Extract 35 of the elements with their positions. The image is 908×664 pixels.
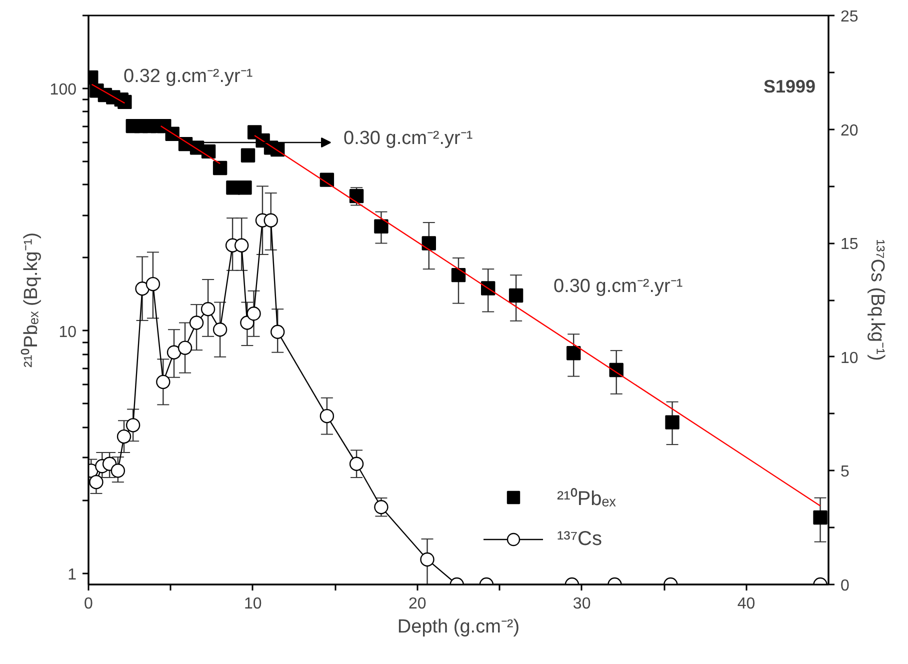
point: [240, 148, 256, 162]
point: [665, 415, 680, 430]
legend-label: ¹³⁷Cs: [557, 528, 602, 550]
point: [201, 144, 216, 159]
x-axis-title: Depth (g.cm⁻²): [397, 616, 520, 638]
y2-tick-label: 5: [840, 464, 850, 481]
y2-axis-title: ¹³⁷Cs (Bq.kg⁻¹): [866, 239, 888, 361]
y-tick-label: 100: [50, 81, 77, 98]
legend-label: ²¹⁰Pbₑₓ: [557, 486, 616, 510]
point: [212, 160, 228, 176]
y-tick-label: 10: [58, 324, 77, 341]
y2-tick-label: 25: [840, 8, 858, 26]
y2-tick-label: 10: [840, 350, 858, 367]
annotation: 0.30 g.cm⁻².yr⁻¹: [344, 128, 473, 149]
y-axis-title: ²¹⁰Pbₑₓ (Bq.kg⁻¹): [20, 232, 42, 368]
y2-tick-label: 0: [840, 578, 850, 594]
x-tick-label: 30: [572, 596, 591, 612]
point: [566, 346, 581, 360]
point: [238, 180, 252, 195]
y2-tick-label: 15: [840, 236, 858, 254]
point: [118, 94, 132, 110]
point: [508, 288, 524, 303]
point: [451, 268, 466, 282]
y-tick-label: 1: [68, 566, 77, 584]
y2-tick-label: 20: [840, 122, 858, 140]
x-tick-label: 20: [408, 596, 426, 612]
annotation: 0.32 g.cm⁻².yr⁻¹: [124, 66, 253, 87]
point: [813, 510, 828, 525]
x-tick-label: 40: [737, 596, 756, 612]
point: [374, 219, 388, 234]
annotation: 0.30 g.cm⁻².yr⁻¹: [554, 276, 683, 297]
x-tick-label: 0: [84, 596, 94, 612]
text: S1999: [764, 76, 816, 96]
x-tick-label: 10: [244, 596, 262, 612]
point: [422, 236, 436, 250]
